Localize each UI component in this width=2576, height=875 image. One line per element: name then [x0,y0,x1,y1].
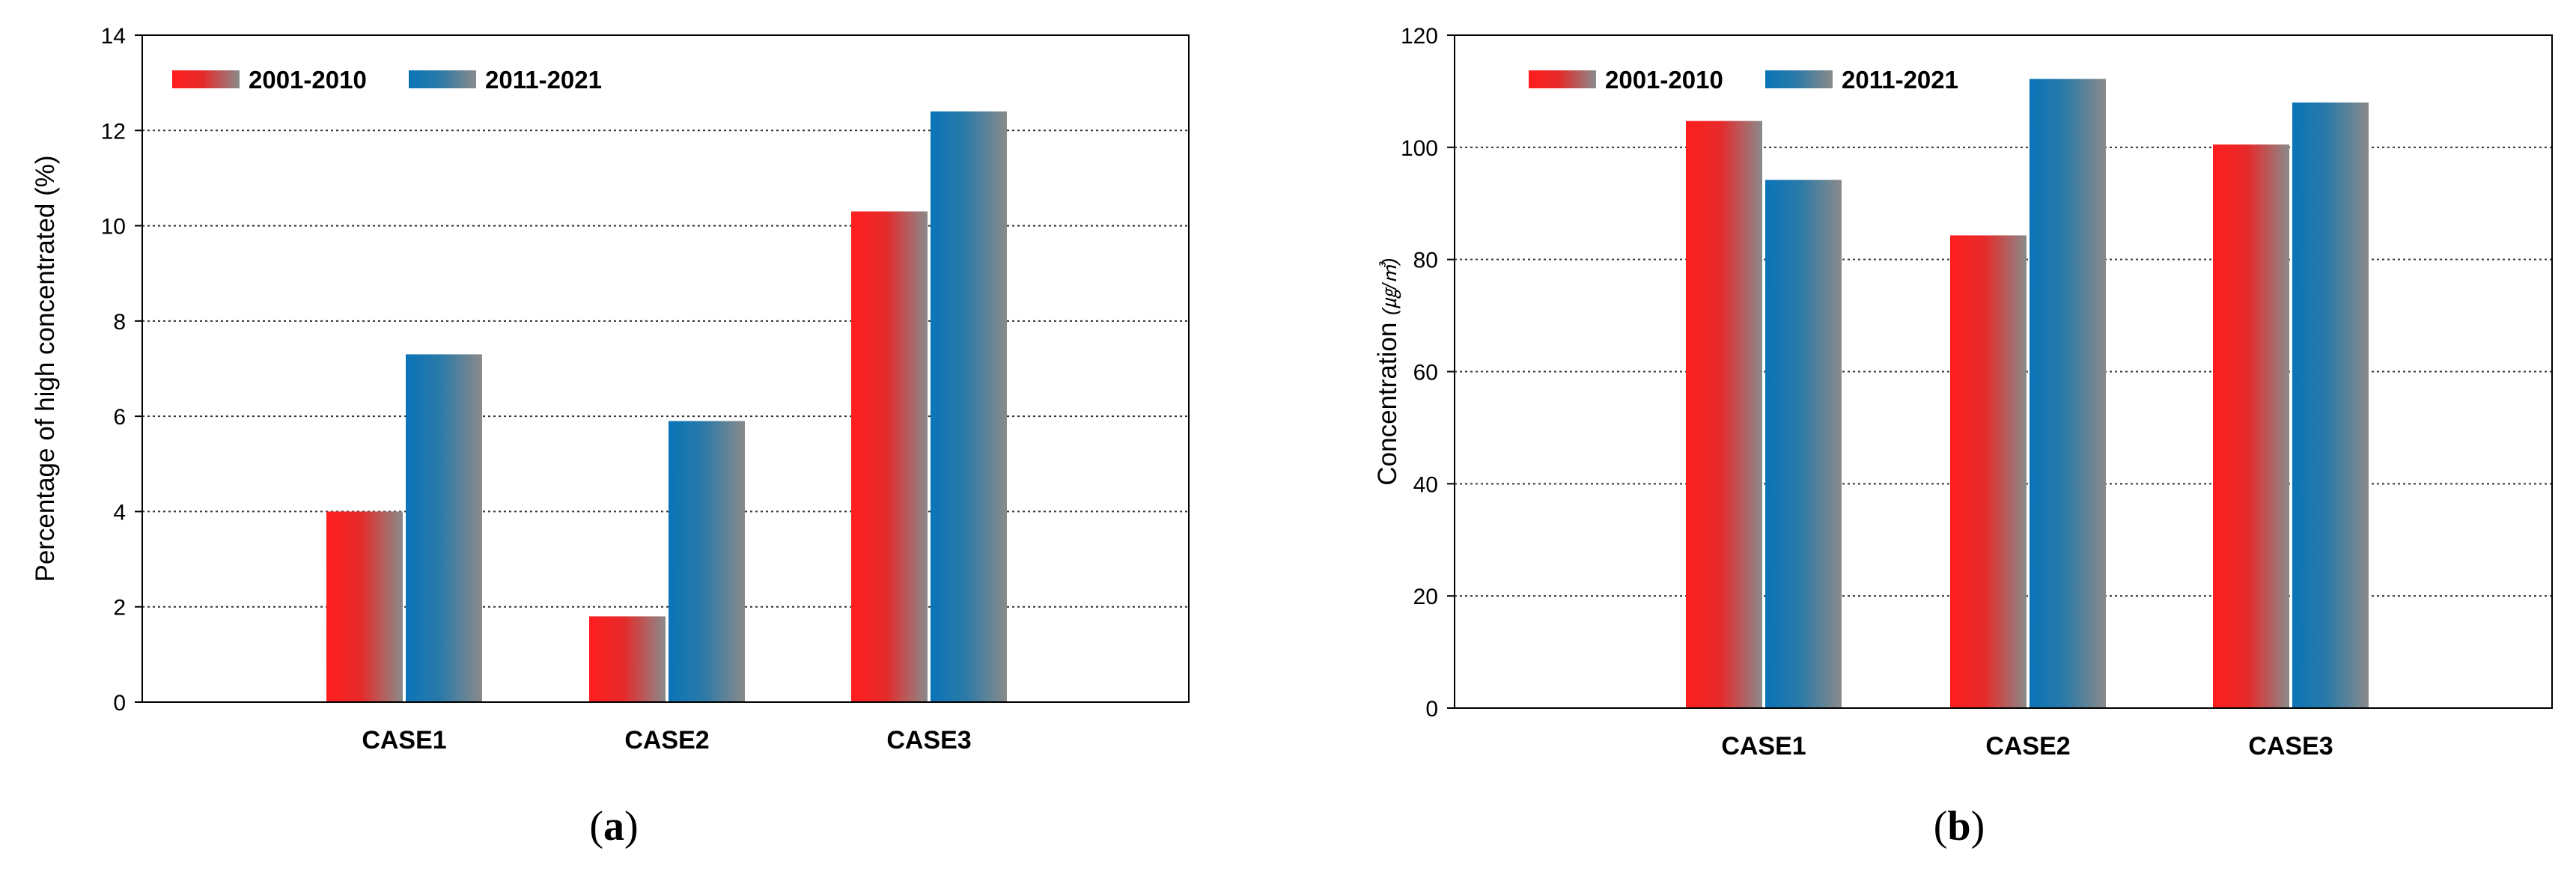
x-category-label: CASE3 [2248,732,2333,760]
bar-case3-2001-2010 [2213,144,2289,708]
legend-swatch-2001-2010 [1529,70,1596,88]
y-tick-label: 10 [101,215,126,240]
bar-case2-2011-2021 [669,421,745,702]
y-tick-label: 0 [113,691,126,716]
bar-case3-2001-2010 [851,211,928,702]
legend-label-2001-2010: 2001-2010 [249,66,367,94]
y-tick-label: 2 [113,596,126,621]
chart-panel-b: 0 20 40 60 80 100 120 CASE1 CASE2 CASE3 Concentr… [1373,24,2553,850]
y-tick-label: 0 [1425,697,1438,722]
panel-label: (a) [589,803,638,850]
bar-case2-2001-2010 [589,616,666,702]
y-tick-label: 6 [113,405,126,430]
bar-case1-2011-2021 [406,354,482,702]
legend: 2001-2010 2011-2021 [172,66,602,94]
y-tick-label: 8 [113,310,126,335]
y-tick-label: 4 [113,500,126,525]
legend-swatch-2001-2010 [172,70,240,88]
chart-panel-a: 0 2 4 6 8 10 12 14 CASE1 CASE2 CASE3 Percentage o… [31,24,1190,850]
panel-label: (b) [1934,803,1985,850]
legend-swatch-2011-2021 [1765,70,1833,88]
legend: 2001-2010 2011-2021 [1529,66,1958,94]
bar-case2-2001-2010 [1950,235,2027,708]
legend-label-2011-2021: 2011-2021 [1842,66,1958,94]
bar-case2-2011-2021 [2030,79,2106,708]
y-tick-label: 14 [101,24,126,49]
y-tick-label: 20 [1413,585,1438,609]
x-category-label: CASE2 [624,726,709,754]
y-tick-label: 60 [1413,361,1438,385]
y-tick-label: 80 [1413,249,1438,273]
y-tick-label: 120 [1401,24,1438,49]
bar-case3-2011-2021 [2292,102,2369,708]
bar-case1-2001-2010 [1686,121,1762,708]
x-category-label: CASE3 [886,726,971,754]
bar-case1-2011-2021 [1765,180,1842,708]
x-category-label: CASE1 [1721,732,1806,760]
legend-label-2011-2021: 2011-2021 [485,66,602,94]
x-category-label: CASE2 [1985,732,2070,760]
y-axis-label: Concentration (㎍/㎥) [1373,257,1402,485]
legend-swatch-2011-2021 [409,70,476,88]
y-tick-label: 12 [101,119,126,144]
bar-case1-2001-2010 [326,511,403,702]
plot-frame [141,34,1190,703]
legend-label-2001-2010: 2001-2010 [1605,66,1723,94]
y-tick-label: 40 [1413,472,1438,497]
y-tick-label: 100 [1401,136,1438,161]
bar-case3-2011-2021 [931,111,1007,703]
y-axis-label: Percentage of high concentrated (%) [31,155,60,582]
x-category-label: CASE1 [362,726,446,754]
